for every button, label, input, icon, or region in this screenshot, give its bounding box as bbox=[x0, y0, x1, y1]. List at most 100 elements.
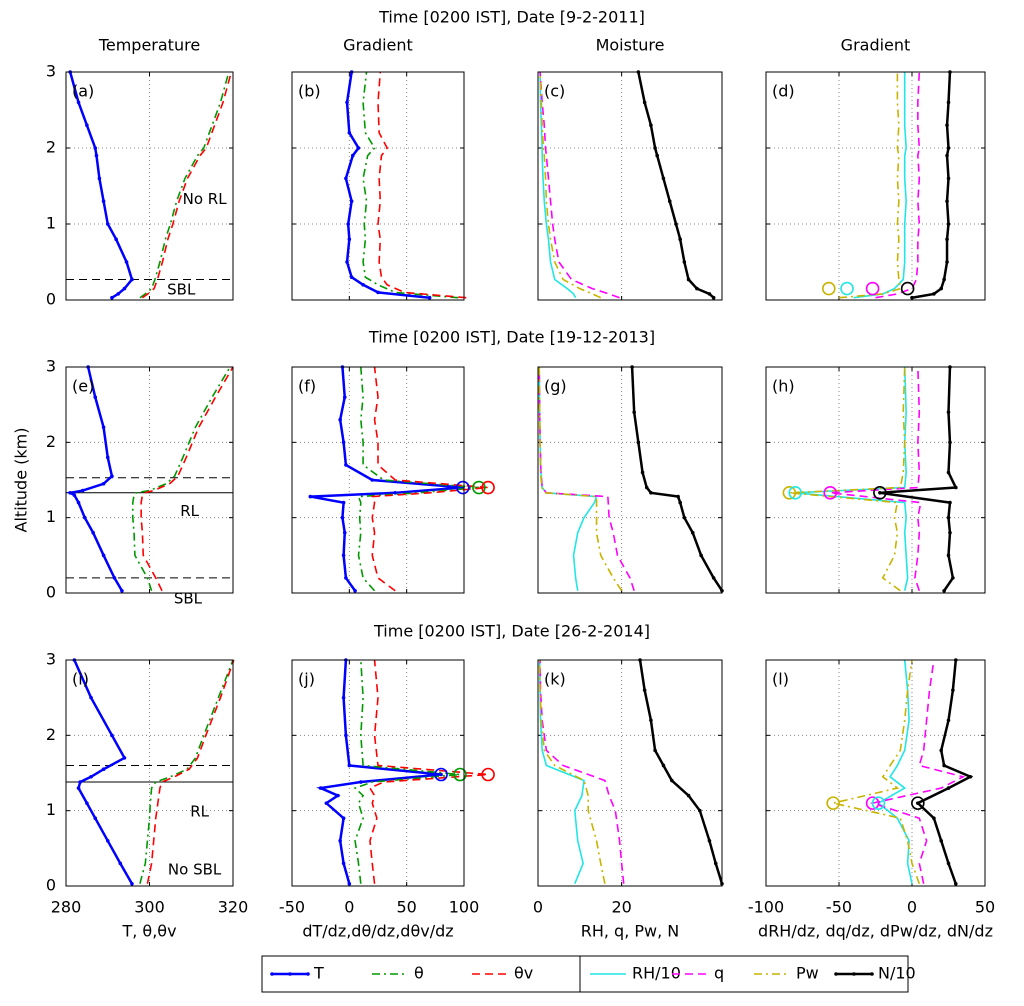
profile-line bbox=[139, 71, 230, 299]
profile-line bbox=[72, 658, 134, 886]
x-axis-label: dRH/dz, dq/dz, dPw/dz, dN/dz bbox=[758, 922, 993, 941]
peak-marker bbox=[456, 480, 470, 495]
profile-line bbox=[139, 659, 234, 884]
x-tick-label: 280 bbox=[51, 898, 82, 917]
profile-line bbox=[132, 366, 231, 591]
annotation: No SBL bbox=[168, 861, 222, 879]
legend-label: θ bbox=[414, 964, 424, 983]
legend-label: T bbox=[313, 964, 324, 983]
panel-label: (j) bbox=[298, 670, 315, 689]
profile-line bbox=[357, 366, 479, 592]
profile-line bbox=[915, 658, 974, 886]
x-tick-label: 0 bbox=[344, 898, 354, 917]
peak-marker bbox=[782, 486, 797, 500]
x-tick-label: -50 bbox=[279, 898, 305, 917]
x-tick-label: 0 bbox=[907, 898, 917, 917]
peak-marker bbox=[821, 281, 836, 296]
plot-border bbox=[765, 366, 986, 594]
profile-line bbox=[377, 71, 467, 299]
peak-marker bbox=[481, 767, 495, 782]
y-tick-label: 2 bbox=[46, 138, 56, 157]
column-title: Gradient bbox=[343, 36, 413, 55]
profile-line bbox=[140, 366, 234, 592]
y-tick-label: 3 bbox=[46, 650, 56, 669]
annotation: No RL bbox=[183, 190, 228, 208]
plot-area bbox=[538, 72, 722, 300]
x-axis-label: dT/dz,dθ/dz,dθv/dz bbox=[302, 922, 453, 941]
y-axis-label: Altitude (km) bbox=[12, 428, 31, 533]
panel-label: (d) bbox=[772, 82, 795, 101]
profile-line bbox=[539, 659, 625, 884]
x-tick-label: 300 bbox=[134, 898, 165, 917]
peak-marker bbox=[823, 486, 838, 500]
legend-label: RH/10 bbox=[632, 964, 681, 983]
peak-marker bbox=[871, 796, 886, 810]
profile-line bbox=[538, 659, 606, 884]
profile-line bbox=[539, 71, 620, 299]
profile-line bbox=[146, 659, 235, 884]
panel-label: (h) bbox=[772, 377, 795, 396]
y-tick-label: 0 bbox=[46, 290, 56, 309]
profile-line bbox=[838, 72, 902, 299]
x-axis-label: T, θ,θv bbox=[121, 922, 176, 941]
y-tick-label: 3 bbox=[46, 62, 56, 81]
column-title: Temperature bbox=[98, 36, 200, 55]
plot-border bbox=[65, 71, 234, 301]
y-tick-label: 1 bbox=[46, 214, 56, 233]
peak-marker bbox=[434, 767, 448, 782]
plot-area bbox=[766, 72, 985, 300]
x-tick-label: 100 bbox=[449, 898, 480, 917]
profile-line bbox=[638, 658, 724, 886]
profile-line bbox=[538, 659, 585, 885]
plot-border bbox=[65, 659, 234, 887]
peak-marker bbox=[873, 486, 887, 500]
x-tick-label: 320 bbox=[218, 898, 249, 917]
plot-border bbox=[291, 659, 465, 887]
peak-marker bbox=[472, 480, 486, 495]
x-tick-label: -50 bbox=[826, 898, 852, 917]
profile-line bbox=[630, 365, 724, 593]
profile-line bbox=[539, 71, 602, 299]
panel-label: (a) bbox=[72, 82, 94, 101]
panel-label: (g) bbox=[544, 377, 567, 396]
plot-border bbox=[765, 71, 986, 301]
x-tick-label: 50 bbox=[975, 898, 995, 917]
peak-marker bbox=[481, 480, 495, 495]
column-title: Gradient bbox=[841, 36, 911, 55]
peak-marker bbox=[788, 486, 803, 500]
peak-marker bbox=[900, 281, 915, 296]
legend-label: N/10 bbox=[878, 964, 916, 983]
x-tick-label: 50 bbox=[396, 898, 416, 917]
peak-marker bbox=[840, 281, 854, 296]
profile-line bbox=[368, 659, 489, 884]
panel-label: (l) bbox=[772, 670, 789, 689]
panel-label: (c) bbox=[544, 82, 565, 101]
y-tick-label: 2 bbox=[46, 725, 56, 744]
peak-marker bbox=[865, 796, 880, 810]
legend-label: q bbox=[714, 964, 724, 983]
profile-line bbox=[141, 71, 233, 299]
profile-line bbox=[832, 659, 921, 885]
plot-border bbox=[537, 659, 723, 887]
y-tick-label: 3 bbox=[46, 357, 56, 376]
profile-line bbox=[344, 70, 432, 300]
y-tick-label: 1 bbox=[46, 800, 56, 819]
peak-marker bbox=[826, 796, 840, 810]
annotation: SBL bbox=[167, 281, 196, 299]
x-tick-label: 20 bbox=[611, 898, 631, 917]
profile-line bbox=[538, 366, 623, 592]
annotation: SBL bbox=[174, 590, 203, 608]
row-title: Time [0200 IST], Date [26-2-2014] bbox=[373, 622, 650, 641]
legend-box bbox=[261, 955, 581, 993]
annotation: RL bbox=[180, 502, 199, 520]
y-tick-label: 2 bbox=[46, 432, 56, 451]
profile-line bbox=[308, 365, 465, 593]
legend-label: θv bbox=[514, 964, 533, 983]
profile-line bbox=[371, 366, 489, 592]
profile-line bbox=[636, 70, 716, 300]
profile-line bbox=[362, 71, 459, 299]
profile-line bbox=[66, 365, 124, 593]
profile-line bbox=[316, 658, 443, 886]
peak-marker bbox=[453, 767, 467, 782]
